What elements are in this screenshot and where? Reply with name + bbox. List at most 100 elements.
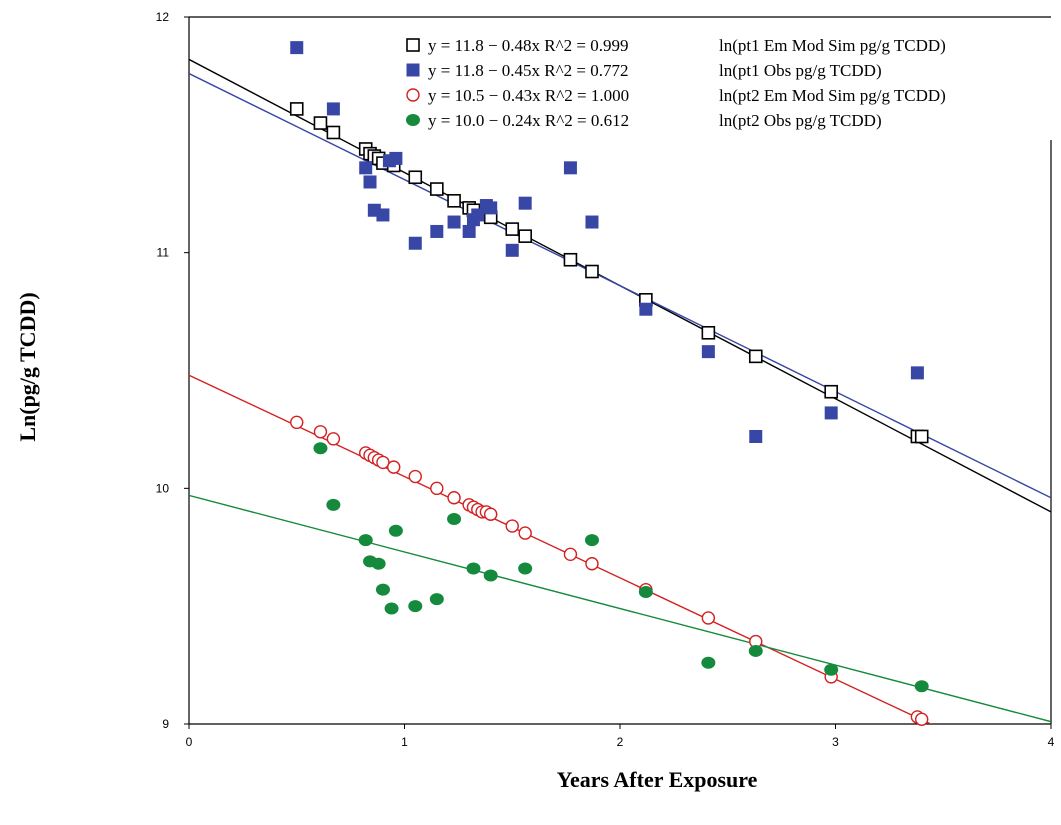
y-axis-title: Ln(pg/g TCDD) xyxy=(15,292,40,441)
data-point xyxy=(447,512,462,525)
fit-lines xyxy=(189,58,1051,724)
legend-entry-3: y = 10.5 − 0.43x R^2 = 1.000 ln(pt2 Em Mo… xyxy=(406,86,946,105)
data-point xyxy=(447,215,461,229)
data-point xyxy=(376,455,390,470)
data-point xyxy=(914,429,929,444)
data-point xyxy=(313,425,328,439)
data-point xyxy=(518,196,532,210)
series-2-points xyxy=(290,41,924,443)
y-tick-label: 9 xyxy=(162,717,169,731)
data-point xyxy=(387,460,401,474)
data-point xyxy=(462,224,476,238)
legend-equation: y = 10.5 − 0.43x R^2 = 1.000 xyxy=(428,86,629,105)
data-point xyxy=(563,252,578,267)
data-point xyxy=(289,102,304,116)
data-point xyxy=(408,600,423,613)
data-point xyxy=(915,712,929,726)
legend-equation: y = 11.8 − 0.48x R^2 = 0.999 xyxy=(428,36,628,55)
data-point xyxy=(430,182,444,196)
x-axis-title: Years After Exposure xyxy=(557,767,758,792)
data-point xyxy=(466,562,481,575)
data-point xyxy=(290,41,304,55)
data-point xyxy=(563,547,578,562)
data-point xyxy=(484,201,498,215)
data-point xyxy=(375,583,390,596)
y-tick-label: 10 xyxy=(156,481,170,495)
x-tick-label: 2 xyxy=(617,735,624,749)
data-point xyxy=(505,519,519,533)
series-4-points xyxy=(313,442,929,693)
x-tick-label: 3 xyxy=(832,735,839,749)
data-point xyxy=(910,366,924,380)
data-point xyxy=(313,116,328,130)
y-tick-label: 11 xyxy=(157,246,170,260)
data-point xyxy=(326,102,340,116)
fit-line-series-4 xyxy=(189,494,1051,723)
series-1-points xyxy=(289,102,929,444)
legend-series-name: ln(pt1 Em Mod Sim pg/g TCDD) xyxy=(719,36,946,55)
series-3-points xyxy=(290,415,929,726)
data-point xyxy=(563,161,577,175)
data-point xyxy=(483,569,498,582)
x-tick-label: 0 xyxy=(186,735,193,749)
y-tick-label: 12 xyxy=(156,10,170,24)
legend-marker xyxy=(406,63,420,77)
legend-entry-2: y = 11.8 − 0.45x R^2 = 0.772 ln(pt1 Obs p… xyxy=(406,61,882,80)
data-point xyxy=(326,432,341,446)
data-point xyxy=(701,611,716,625)
legend-series-name: ln(pt1 Obs pg/g TCDD) xyxy=(719,61,882,80)
data-point xyxy=(824,406,838,420)
legend-equation: y = 10.0 − 0.24x R^2 = 0.612 xyxy=(428,111,629,130)
data-point xyxy=(430,224,444,238)
data-point xyxy=(748,349,763,364)
data-point xyxy=(701,325,716,340)
data-point xyxy=(358,534,373,547)
legend-series-name: ln(pt2 Em Mod Sim pg/g TCDD) xyxy=(719,86,946,105)
data-point xyxy=(484,507,498,521)
data-point xyxy=(518,526,532,540)
data-point xyxy=(518,229,532,243)
x-tick-label: 4 xyxy=(1048,735,1055,749)
legend-marker xyxy=(406,114,420,126)
data-point xyxy=(408,236,422,250)
data-point xyxy=(584,534,599,547)
data-point xyxy=(748,644,763,657)
data-point xyxy=(505,222,520,236)
data-point xyxy=(447,491,461,505)
data-point xyxy=(376,208,390,222)
data-point xyxy=(389,151,403,165)
data-point xyxy=(749,429,763,443)
data-point xyxy=(430,481,444,496)
data-point xyxy=(824,384,838,399)
legend: y = 11.8 − 0.48x R^2 = 0.999 ln(pt1 Em Mo… xyxy=(406,36,946,130)
data-point xyxy=(638,586,653,599)
legend-marker xyxy=(406,38,420,52)
legend-series-name: ln(pt2 Obs pg/g TCDD) xyxy=(719,111,882,130)
data-point xyxy=(384,602,399,615)
data-point xyxy=(359,161,373,175)
data-point xyxy=(914,680,929,693)
legend-entry-4: y = 10.0 − 0.24x R^2 = 0.612 ln(pt2 Obs p… xyxy=(406,111,882,130)
data-point xyxy=(408,469,422,484)
legend-equation: y = 11.8 − 0.45x R^2 = 0.772 xyxy=(428,61,628,80)
data-point xyxy=(388,524,403,537)
data-point xyxy=(447,194,461,208)
data-point xyxy=(408,170,423,185)
data-points xyxy=(289,41,929,726)
data-point xyxy=(701,656,716,669)
data-point xyxy=(824,663,839,676)
data-point xyxy=(429,593,444,606)
data-point xyxy=(326,125,341,140)
x-tick-label: 1 xyxy=(401,735,408,749)
data-point xyxy=(585,557,599,571)
legend-entry-1: y = 11.8 − 0.48x R^2 = 0.999 ln(pt1 Em Mo… xyxy=(406,36,946,55)
data-point xyxy=(313,442,328,455)
data-point xyxy=(639,302,653,316)
data-point xyxy=(701,345,715,359)
data-point xyxy=(371,557,386,570)
fit-line-series-2 xyxy=(189,72,1051,499)
legend-marker xyxy=(406,88,420,102)
data-point xyxy=(505,243,519,257)
